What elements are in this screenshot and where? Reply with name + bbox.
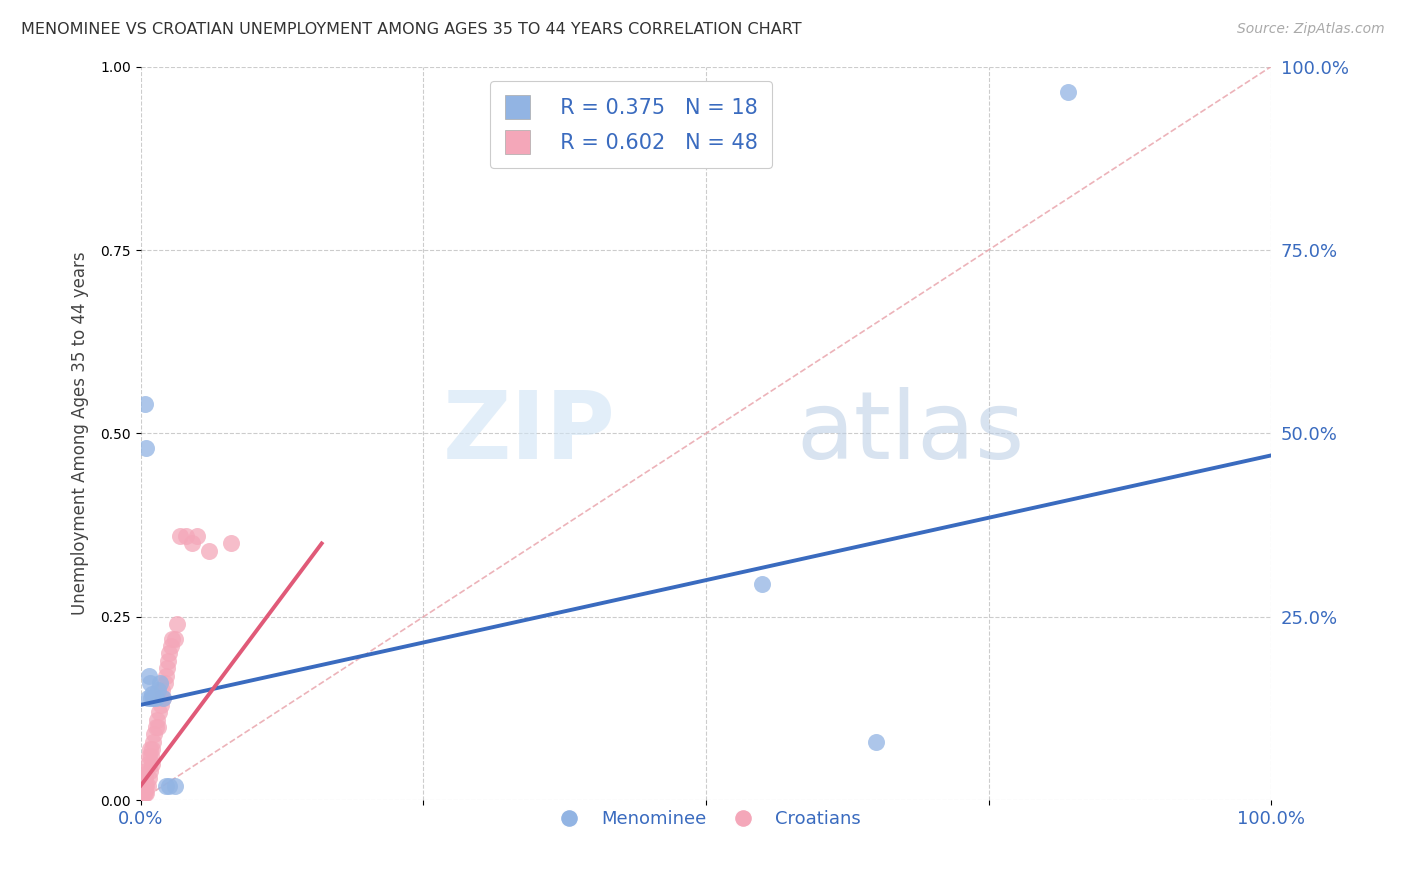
Point (135, 441, 157, 455)
Text: Source: ZipAtlas.com: Source: ZipAtlas.com (1237, 22, 1385, 37)
Point (148, 705, 170, 719)
Point (157, 647, 180, 661)
Point (139, 742, 162, 756)
Point (169, 529, 191, 543)
Point (135, 786, 157, 800)
Point (145, 713, 167, 727)
Point (163, 779, 186, 793)
Point (142, 690, 165, 705)
Point (135, 779, 157, 793)
Text: atlas: atlas (796, 387, 1025, 479)
Point (1056, 85, 1078, 99)
Text: ZIP: ZIP (443, 387, 616, 479)
Point (166, 617, 188, 632)
Point (174, 529, 197, 543)
Point (152, 690, 174, 705)
Point (751, 576, 773, 591)
Point (145, 690, 167, 705)
Point (139, 749, 162, 764)
Point (142, 734, 165, 748)
Y-axis label: Unemployment Among Ages 35 to 44 years: Unemployment Among Ages 35 to 44 years (72, 252, 89, 615)
Point (162, 632, 184, 646)
Point (138, 749, 160, 764)
Point (146, 720, 169, 734)
Point (134, 397, 156, 411)
Point (134, 771, 156, 785)
Point (134, 779, 156, 793)
Point (186, 529, 208, 543)
Point (139, 764, 162, 778)
Legend: Menominee, Croatians: Menominee, Croatians (544, 803, 869, 835)
Point (132, 771, 155, 785)
Point (865, 734, 887, 748)
Point (146, 683, 169, 698)
Point (138, 771, 160, 785)
Point (145, 720, 167, 734)
Point (134, 786, 156, 800)
Text: MENOMINEE VS CROATIAN UNEMPLOYMENT AMONG AGES 35 TO 44 YEARS CORRELATION CHART: MENOMINEE VS CROATIAN UNEMPLOYMENT AMONG… (21, 22, 801, 37)
Point (150, 683, 173, 698)
Point (149, 676, 172, 690)
Point (134, 779, 156, 793)
Point (152, 690, 174, 705)
Point (156, 654, 179, 668)
Point (132, 779, 155, 793)
Point (135, 764, 157, 778)
Point (139, 676, 162, 690)
Point (136, 690, 159, 705)
Point (197, 543, 219, 558)
Point (132, 786, 155, 800)
Point (136, 779, 159, 793)
Point (141, 756, 163, 771)
Point (149, 690, 172, 705)
Point (136, 756, 159, 771)
Point (156, 661, 179, 675)
Point (131, 779, 153, 793)
Point (141, 742, 163, 756)
Point (139, 690, 162, 705)
Point (143, 727, 166, 741)
Point (157, 779, 180, 793)
Point (131, 786, 153, 800)
Point (160, 639, 183, 653)
Point (141, 687, 163, 701)
Point (155, 779, 177, 793)
Point (138, 668, 160, 682)
Point (155, 668, 177, 682)
Point (180, 536, 202, 550)
Point (134, 786, 156, 800)
Point (219, 536, 242, 550)
Point (134, 771, 156, 785)
Point (150, 698, 173, 712)
Point (163, 632, 186, 646)
Point (153, 676, 176, 690)
